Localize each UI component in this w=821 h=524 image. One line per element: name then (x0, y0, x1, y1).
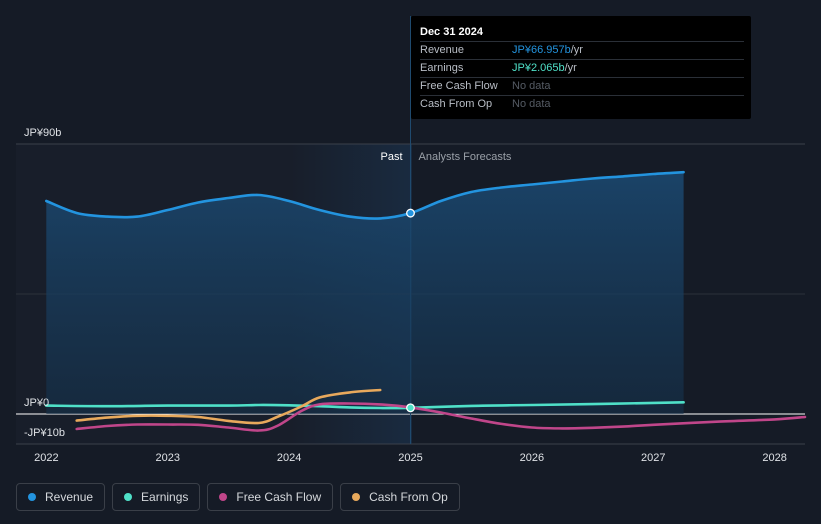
legend-label: Free Cash Flow (236, 490, 322, 504)
earnings-dot-icon (124, 493, 133, 501)
tooltip-label: Free Cash Flow (420, 80, 498, 92)
tooltip-unit: /yr (570, 44, 583, 56)
tooltip-row-free-cash-flow: Free Cash Flow No data (420, 77, 744, 95)
revenue-dot-icon (28, 493, 36, 501)
revenue-area (46, 172, 684, 414)
tooltip-label: Revenue (420, 44, 465, 56)
tooltip-value: No data (512, 98, 551, 110)
tooltip-value: JP¥66.957b (512, 44, 571, 56)
legend: Revenue Earnings Free Cash Flow Cash Fro… (16, 483, 460, 511)
x-tick-label: 2022 (34, 452, 58, 464)
legend-label: Earnings (141, 490, 189, 504)
y-label-top: JP¥90b (24, 127, 61, 139)
revenue-line (45, 170, 685, 220)
past-label: Past (380, 151, 402, 163)
x-tick-label: 2027 (641, 452, 665, 464)
tooltip-row-cash-from-op: Cash From Op No data (420, 95, 744, 113)
legend-label: Revenue (45, 490, 94, 504)
earnings-marker (406, 403, 415, 413)
x-tick-label: 2023 (155, 452, 179, 464)
tooltip: Dec 31 2024 Revenue JP¥66.957b /yr Earni… (411, 16, 751, 119)
y-label-zero: JP¥0 (24, 397, 49, 409)
tooltip-unit: /yr (564, 62, 577, 74)
forecast-label: Analysts Forecasts (419, 151, 512, 163)
legend-item-free-cash-flow[interactable]: Free Cash Flow (207, 483, 334, 511)
legend-item-earnings[interactable]: Earnings (112, 483, 201, 511)
revenue-marker (406, 208, 415, 218)
x-tick-label: 2025 (398, 452, 422, 464)
tooltip-row-earnings: Earnings JP¥2.065b /yr (420, 59, 744, 77)
x-tick-label: 2026 (520, 452, 544, 464)
free-cash-flow-line (75, 402, 807, 432)
tooltip-label: Cash From Op (420, 98, 493, 110)
tooltip-value: JP¥2.065b (512, 62, 565, 74)
earnings-line (45, 401, 685, 410)
x-tick-label: 2024 (277, 452, 301, 464)
legend-item-revenue[interactable]: Revenue (16, 483, 106, 511)
tooltip-date: Dec 31 2024 (420, 26, 483, 38)
cash-from-op-line (75, 388, 382, 425)
legend-label: Cash From Op (369, 490, 448, 504)
tooltip-row-revenue: Revenue JP¥66.957b /yr (420, 41, 744, 59)
y-label-bottom: -JP¥10b (24, 427, 65, 439)
tooltip-label: Earnings (420, 62, 464, 74)
free-cash-flow-dot-icon (219, 493, 228, 501)
tooltip-value: No data (512, 80, 551, 92)
legend-item-cash-from-op[interactable]: Cash From Op (340, 483, 460, 511)
cash-from-op-dot-icon (352, 493, 361, 501)
x-tick-label: 2028 (762, 452, 786, 464)
